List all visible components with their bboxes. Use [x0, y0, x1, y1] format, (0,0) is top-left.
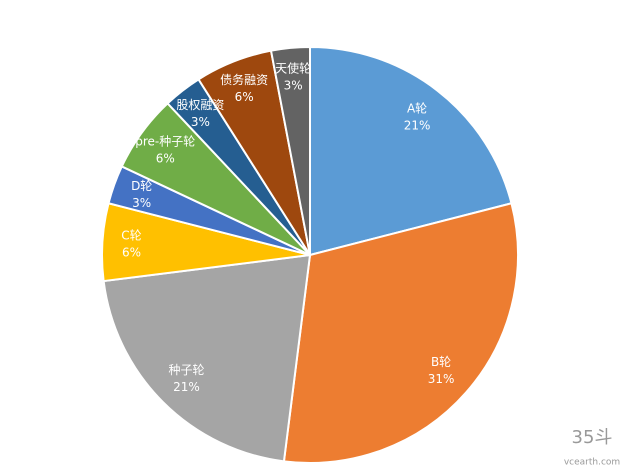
- value-label: 3%: [132, 196, 151, 210]
- slice-label: A轮: [407, 101, 427, 115]
- slice-label: pre-种子轮: [135, 134, 195, 148]
- value-label: 6%: [156, 151, 175, 165]
- slice-label: B轮: [431, 355, 451, 369]
- slice-label: 股权融资: [176, 98, 224, 112]
- slice-label: 天使轮: [275, 60, 311, 75]
- value-label: 31%: [428, 372, 455, 386]
- pie-slice: [269, 45, 311, 256]
- pie-slice: [282, 202, 519, 464]
- value-label: 21%: [173, 380, 200, 394]
- value-label: 6%: [122, 245, 141, 259]
- slice-label: 债务融资: [220, 72, 268, 87]
- slice-label: 种子轮: [168, 363, 204, 377]
- slice-label: D轮: [131, 179, 152, 193]
- watermark-site: vcearth.com: [564, 458, 620, 468]
- watermark-logo: 35斗: [572, 427, 613, 448]
- pie-slice: [102, 253, 312, 463]
- value-label: 6%: [235, 90, 254, 104]
- slice-label: C轮: [121, 228, 141, 242]
- value-label: 3%: [284, 78, 303, 92]
- value-label: 3%: [191, 115, 210, 129]
- pie-slice: [309, 45, 513, 257]
- value-label: 21%: [404, 118, 431, 132]
